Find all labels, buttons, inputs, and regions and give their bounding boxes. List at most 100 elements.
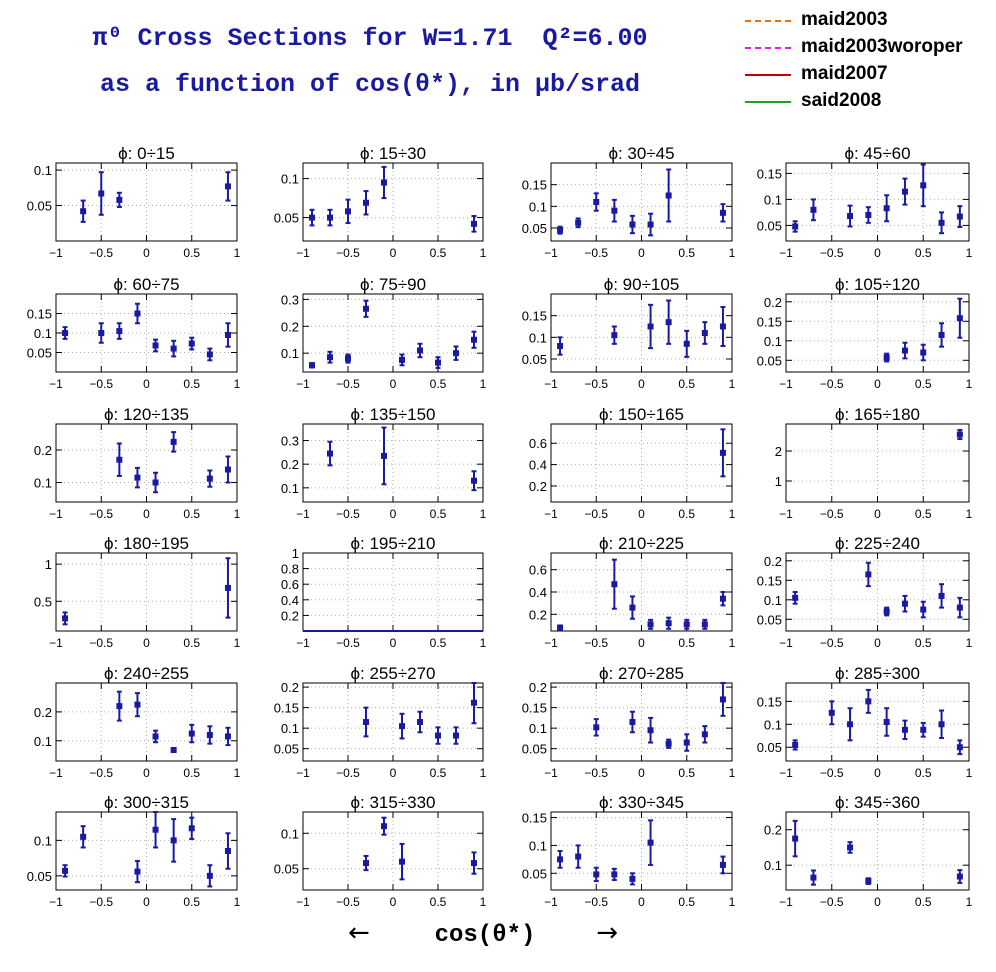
legend-label-said2008: said2008 xyxy=(801,90,882,111)
panel-title: ϕ: 0÷15 xyxy=(118,144,175,163)
y-tick-label: 0.15 xyxy=(27,307,52,322)
y-tick-label: 0.2 xyxy=(281,319,299,334)
y-tick-label: 0.8 xyxy=(281,562,299,577)
data-point xyxy=(62,615,69,622)
y-tick-label: 0.05 xyxy=(27,346,52,361)
x-tick-label: −1 xyxy=(49,766,63,780)
plot-frame xyxy=(550,682,733,762)
legend-label-maid2007: maid2007 xyxy=(801,63,888,84)
data-point xyxy=(206,872,213,879)
x-tick-label: 0.5 xyxy=(678,766,695,780)
panel-title: ϕ: 210÷225 xyxy=(599,534,684,553)
plot-frame xyxy=(55,552,238,632)
x-tick-label: 0 xyxy=(143,507,150,521)
x-tick-label: 0 xyxy=(143,377,150,391)
data-point xyxy=(611,207,618,214)
panel-2: ϕ: 30÷45 −1 −0.5 0 0.5 1 0.05 0.1 0.15 xyxy=(522,144,736,260)
x-tick-label: −1 xyxy=(779,636,793,650)
data-point xyxy=(665,192,672,199)
x-tick-label: −1 xyxy=(544,766,558,780)
data-point xyxy=(865,212,872,218)
x-tick-label: 0.5 xyxy=(678,895,695,909)
y-tick-label: 1 xyxy=(292,546,299,561)
data-point xyxy=(575,219,582,226)
x-tick-label: 1 xyxy=(480,377,487,391)
x-tick-label: 1 xyxy=(729,766,736,780)
data-point xyxy=(471,860,477,867)
legend-swatch-maid2003woroper xyxy=(745,47,791,49)
data-point xyxy=(647,839,654,846)
panel-15: ϕ: 225÷240 −1 −0.5 0 0.5 1 0.05 0.1 0.15 0.2 xyxy=(757,534,973,650)
x-tick-label: 0.5 xyxy=(183,895,200,909)
data-point xyxy=(557,343,564,349)
x-tick-label: 1 xyxy=(234,895,241,909)
x-tick-label: −1 xyxy=(49,895,63,909)
x-tick-label: 1 xyxy=(234,377,241,391)
x-tick-label: 1 xyxy=(480,507,487,521)
x-tick-label: −1 xyxy=(544,377,558,391)
x-tick-label: 0 xyxy=(143,766,150,780)
data-point xyxy=(80,833,87,840)
data-point xyxy=(471,477,477,484)
panel-title: ϕ: 180÷195 xyxy=(104,534,189,553)
data-point xyxy=(224,848,231,854)
panel-title: ϕ: 30÷45 xyxy=(608,144,674,163)
x-tick-label: 0.5 xyxy=(430,246,447,260)
data-point xyxy=(611,581,618,588)
data-point xyxy=(865,571,872,578)
x-tick-label: 0.5 xyxy=(430,766,447,780)
data-point xyxy=(170,747,177,754)
data-point xyxy=(116,456,123,463)
x-tick-label: −1 xyxy=(296,507,310,521)
data-point xyxy=(719,595,726,602)
y-tick-label: 0.1 xyxy=(34,163,52,178)
data-point xyxy=(719,323,726,330)
x-tick-label: 0 xyxy=(874,246,881,260)
chart-title-line-1: π⁰ Cross Sections for W=1.71 Q²=6.00 xyxy=(92,24,648,53)
data-point xyxy=(701,731,708,738)
panel-5: ϕ: 75÷90 −1 −0.5 0 0.5 1 0.1 0.2 0.3 xyxy=(281,275,487,391)
panel-title: ϕ: 135÷150 xyxy=(350,405,435,424)
x-tick-label: −0.5 xyxy=(584,377,608,391)
x-tick-label: 1 xyxy=(729,636,736,650)
x-tick-label: 0 xyxy=(638,895,645,909)
x-tick-label: −0.5 xyxy=(89,636,113,650)
y-tick-label: 0.1 xyxy=(34,833,52,848)
data-point xyxy=(417,347,423,354)
x-tick-label: 1 xyxy=(729,895,736,909)
x-tick-label: 0 xyxy=(638,377,645,391)
data-point xyxy=(647,727,654,734)
data-point xyxy=(134,474,141,481)
data-point xyxy=(152,826,159,833)
legend-label-maid2003woroper: maid2003woroper xyxy=(801,36,963,57)
x-tick-label: −0.5 xyxy=(336,246,360,260)
y-tick-label: 1 xyxy=(45,557,52,572)
x-tick-label: 0.5 xyxy=(430,636,447,650)
x-tick-label: 0.5 xyxy=(183,507,200,521)
y-tick-label: 0.1 xyxy=(764,593,782,608)
data-point xyxy=(665,620,672,627)
x-tick-label: −0.5 xyxy=(584,246,608,260)
data-point xyxy=(938,592,945,599)
y-tick-label: 0.3 xyxy=(281,292,299,307)
y-tick-label: 0.1 xyxy=(764,334,782,349)
x-tick-label: 0.5 xyxy=(915,636,932,650)
legend-item-maid2007: maid2007 xyxy=(745,62,995,89)
x-tick-label: −0.5 xyxy=(820,246,844,260)
x-tick-label: −0.5 xyxy=(820,377,844,391)
data-point xyxy=(883,719,890,725)
x-tick-label: −1 xyxy=(49,636,63,650)
x-tick-label: −1 xyxy=(779,766,793,780)
x-tick-label: 1 xyxy=(480,766,487,780)
x-tick-label: 0.5 xyxy=(678,246,695,260)
data-point xyxy=(363,199,369,206)
data-point xyxy=(792,223,799,230)
data-point xyxy=(647,621,654,628)
data-point xyxy=(399,858,405,865)
panel-14: ϕ: 210÷225 −1 −0.5 0 0.5 1 0.2 0.4 0.6 xyxy=(529,534,736,650)
y-tick-label: 0.1 xyxy=(281,346,299,361)
x-tick-label: 0 xyxy=(874,507,881,521)
y-tick-label: 0.2 xyxy=(529,607,547,622)
x-tick-label: 0 xyxy=(638,636,645,650)
data-point xyxy=(901,600,908,607)
